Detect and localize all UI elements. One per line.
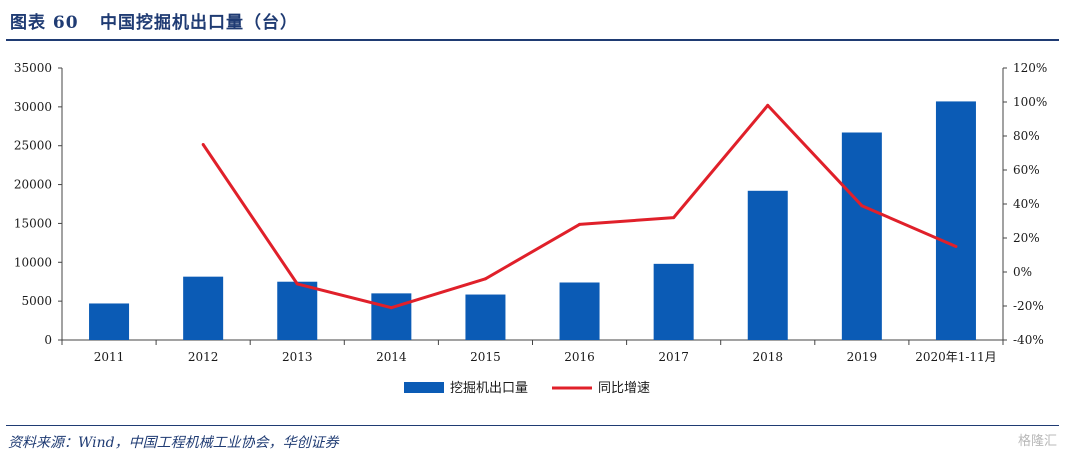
chart-title: 中国挖掘机出口量（台） (100, 13, 298, 33)
y-right-tick-label: 60% (1013, 163, 1040, 177)
y-right-tick-label: -40% (1013, 333, 1044, 347)
bar-export-volume (89, 303, 130, 340)
x-tick-label: 2011 (94, 350, 125, 364)
point-yoy-growth (766, 103, 770, 107)
y-right-tick-label: -20% (1013, 299, 1044, 313)
figure-header: 图表 60 中国挖掘机出口量（台） (8, 6, 1058, 34)
x-tick-label: 2015 (470, 350, 501, 364)
point-yoy-growth (578, 222, 582, 226)
y-left-tick-label: 35000 (14, 61, 52, 75)
source-note: 资料来源：Wind，中国工程机械工业协会，华创证券 (8, 435, 339, 451)
bottom-divider (6, 425, 1059, 426)
bar-export-volume (747, 190, 788, 340)
point-yoy-growth (389, 306, 393, 310)
x-tick-label: 2017 (658, 350, 689, 364)
bar-export-volume (465, 294, 506, 340)
x-tick-label: 2012 (188, 350, 219, 364)
watermark-logo: 格隆汇 (1017, 434, 1057, 449)
y-left-tick-label: 10000 (14, 255, 52, 269)
x-tick-label: 2020年1-11月 (915, 350, 997, 364)
y-right-tick-label: 100% (1013, 95, 1047, 109)
bar-export-volume (559, 282, 600, 340)
y-left-tick-label: 25000 (14, 139, 52, 153)
x-tick-label: 2014 (376, 350, 407, 364)
x-tick-label: 2018 (752, 350, 783, 364)
bar-export-volume (653, 263, 694, 340)
y-right-tick-label: 0% (1013, 265, 1032, 279)
figure-number: 图表 60 (10, 13, 79, 33)
legend-swatch-bar (404, 382, 444, 393)
y-right-tick-label: 120% (1013, 61, 1047, 75)
y-left-tick-label: 5000 (21, 294, 52, 308)
point-yoy-growth (672, 216, 676, 220)
legend-label-line: 同比增速 (598, 381, 650, 396)
bar-export-volume (841, 132, 882, 340)
bar-export-volume (371, 293, 412, 340)
point-yoy-growth (295, 282, 299, 286)
point-yoy-growth (201, 143, 205, 146)
y-right-tick-label: 40% (1013, 197, 1040, 211)
point-yoy-growth (860, 204, 864, 208)
x-tick-label: 2019 (847, 350, 878, 364)
point-yoy-growth (483, 277, 487, 281)
point-yoy-growth (954, 245, 958, 248)
y-left-tick-label: 30000 (14, 100, 52, 114)
y-left-tick-label: 20000 (14, 178, 52, 192)
bar-export-volume (935, 101, 976, 340)
x-tick-label: 2013 (282, 350, 313, 364)
x-tick-label: 2016 (564, 350, 595, 364)
bar-export-volume (277, 281, 318, 340)
y-right-tick-label: 80% (1013, 129, 1040, 143)
legend-label-bar: 挖掘机出口量 (450, 381, 528, 396)
bar-export-volume (183, 276, 224, 340)
y-left-tick-label: 15000 (14, 216, 52, 230)
top-divider (6, 39, 1059, 41)
y-right-tick-label: 20% (1013, 231, 1040, 245)
y-left-tick-label: 0 (44, 333, 52, 347)
